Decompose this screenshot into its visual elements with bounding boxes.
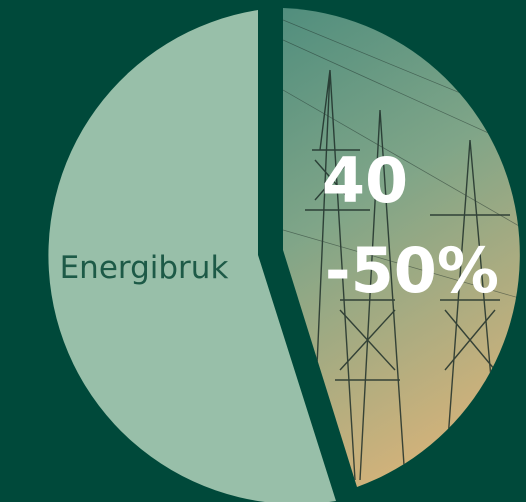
energy-slice: [48, 10, 336, 502]
slice-label: Energibruk: [60, 250, 229, 286]
share-value: 40: [322, 144, 408, 217]
share-value: -50%: [325, 234, 499, 307]
